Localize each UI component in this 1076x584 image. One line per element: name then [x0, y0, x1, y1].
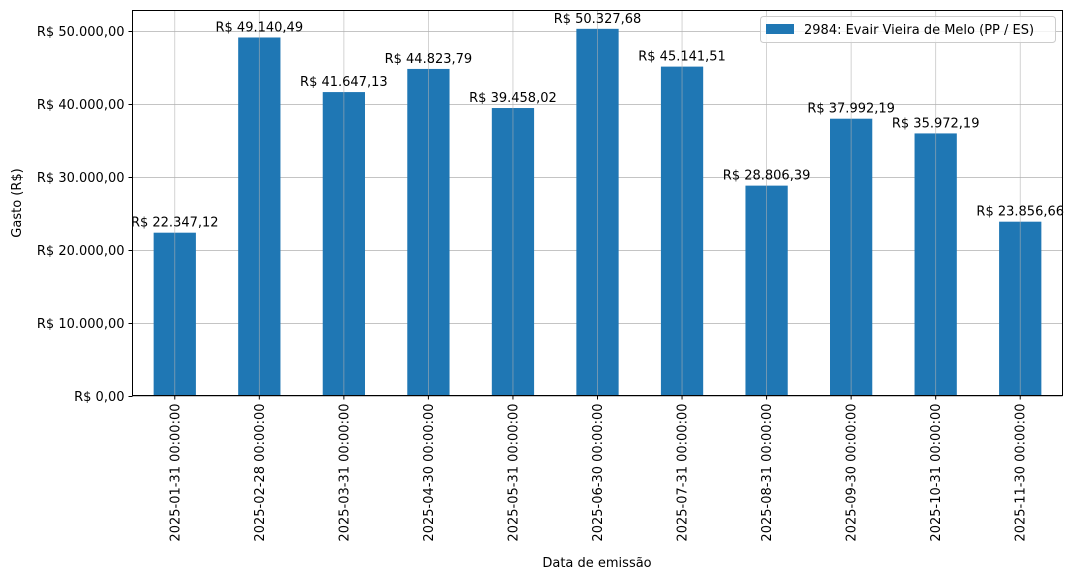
data-label: R$ 50.327,68 — [554, 12, 642, 27]
legend-swatch — [766, 24, 794, 34]
y-tick-label: R$ 40.000,00 — [37, 98, 125, 113]
x-tick-label: 2025-08-31 00:00:00 — [760, 404, 775, 542]
data-labels: R$ 22.347,12 R$ 49.140,49 R$ 41.647,13 R$ 4… — [131, 10, 1064, 396]
y-tick-label: R$ 30.000,00 — [37, 171, 125, 186]
x-tick-label: 2025-01-31 00:00:00 — [168, 404, 183, 542]
y-tick-label: R$ 50.000,00 — [37, 25, 125, 40]
x-axis-label: Data de emissão — [542, 556, 651, 571]
data-label: R$ 44.823,79 — [385, 52, 473, 67]
legend: 2984: Evair Vieira de Melo (PP / ES) — [760, 16, 1056, 43]
data-label: R$ 23.856,66 — [976, 205, 1064, 220]
x-axis: 2025-01-31 00:00:00 2025-02-28 00:00:00 20… — [168, 395, 1029, 542]
y-tick-label: R$ 10.000,00 — [37, 317, 125, 332]
data-label: R$ 22.347,12 — [131, 216, 219, 231]
x-tick-label: 2025-10-31 00:00:00 — [929, 404, 944, 542]
x-tick-label: 2025-05-31 00:00:00 — [506, 404, 521, 542]
x-tick-label: 2025-04-30 00:00:00 — [422, 404, 437, 542]
y-tick-label: R$ 20.000,00 — [37, 244, 125, 259]
x-tick-label: 2025-06-30 00:00:00 — [591, 404, 606, 542]
x-tick-label: 2025-02-28 00:00:00 — [253, 404, 268, 542]
x-tick-label: 2025-09-30 00:00:00 — [845, 404, 860, 542]
legend-frame — [760, 16, 1056, 43]
x-tick-label: 2025-07-31 00:00:00 — [676, 404, 691, 542]
y-tick-label: R$ 0,00 — [74, 390, 124, 405]
legend-label: 2984: Evair Vieira de Melo (PP / ES) — [804, 23, 1034, 38]
data-label: R$ 37.992,19 — [807, 102, 895, 117]
y-axis-label: Gasto (R$) — [10, 168, 25, 237]
data-label: R$ 39.458,02 — [469, 91, 557, 106]
data-label: R$ 35.972,19 — [892, 116, 980, 131]
data-label: R$ 41.647,13 — [300, 75, 388, 90]
y-axis: R$ 0,00 R$ 10.000,00 R$ 20.000,00 R$ 30.000… — [37, 25, 133, 405]
x-tick-label: 2025-11-30 00:00:00 — [1014, 404, 1029, 542]
x-tick-label: 2025-03-31 00:00:00 — [337, 404, 352, 542]
data-label: R$ 49.140,49 — [216, 20, 304, 35]
data-label: R$ 45.141,51 — [638, 50, 726, 65]
data-label: R$ 28.806,39 — [723, 169, 811, 184]
